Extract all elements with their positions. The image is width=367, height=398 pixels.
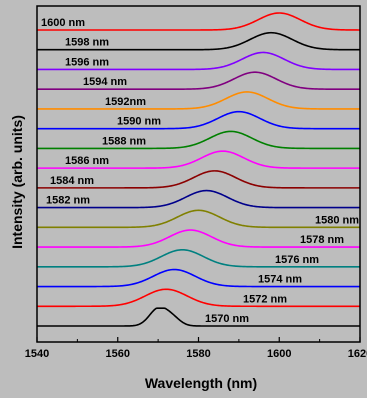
series-label: 1574 nm	[258, 274, 302, 286]
y-axis-title: Intensity (arb. units)	[9, 115, 25, 249]
x-tick-label: 1620	[348, 348, 367, 360]
x-tick-label: 1540	[25, 348, 49, 360]
series-line	[37, 51, 360, 71]
series-label: 1578 nm	[300, 234, 344, 246]
series-line	[37, 209, 360, 229]
series-line	[37, 229, 360, 248]
series-line	[37, 170, 360, 189]
series-label: 1586 nm	[65, 155, 109, 167]
series-line	[37, 91, 360, 110]
series-label: 1598 nm	[65, 37, 109, 49]
series-line	[37, 12, 360, 31]
series-label: 1584 nm	[50, 175, 94, 187]
series-line	[37, 268, 360, 288]
series-label: 1572 nm	[243, 293, 287, 305]
series-label: 1594 nm	[83, 76, 127, 88]
series-line	[37, 150, 360, 169]
x-tick-label: 1600	[267, 348, 291, 360]
series-label: 1592nm	[105, 96, 146, 108]
series-line	[37, 189, 360, 209]
series-line	[37, 307, 360, 327]
axes: 1540 1560 1580 1600 1620	[25, 5, 367, 360]
series-label: 1590 nm	[117, 116, 161, 128]
series-label: 1588 nm	[102, 135, 146, 147]
series-line	[37, 71, 360, 90]
x-axis-title: Wavelength (nm)	[145, 375, 257, 391]
series-line	[37, 288, 360, 308]
series-labels: 1570 nm 1572 nm 1574 nm 1576 nm 1578 nm 1580 …	[41, 17, 359, 325]
series-label: 1580 nm	[315, 214, 359, 226]
series-label: 1570 nm	[205, 313, 249, 325]
series-label: 1576 nm	[275, 254, 319, 266]
series-line	[37, 31, 360, 51]
series-line	[37, 110, 360, 130]
series-line	[37, 248, 360, 268]
series-label: 1582 nm	[46, 195, 90, 207]
series-label: 1596 nm	[65, 56, 109, 68]
series-layer	[37, 12, 360, 327]
series-label: 1600 nm	[41, 17, 85, 29]
x-tick-label: 1580	[186, 348, 210, 360]
x-tick-label: 1560	[106, 348, 130, 360]
series-line	[37, 130, 360, 150]
